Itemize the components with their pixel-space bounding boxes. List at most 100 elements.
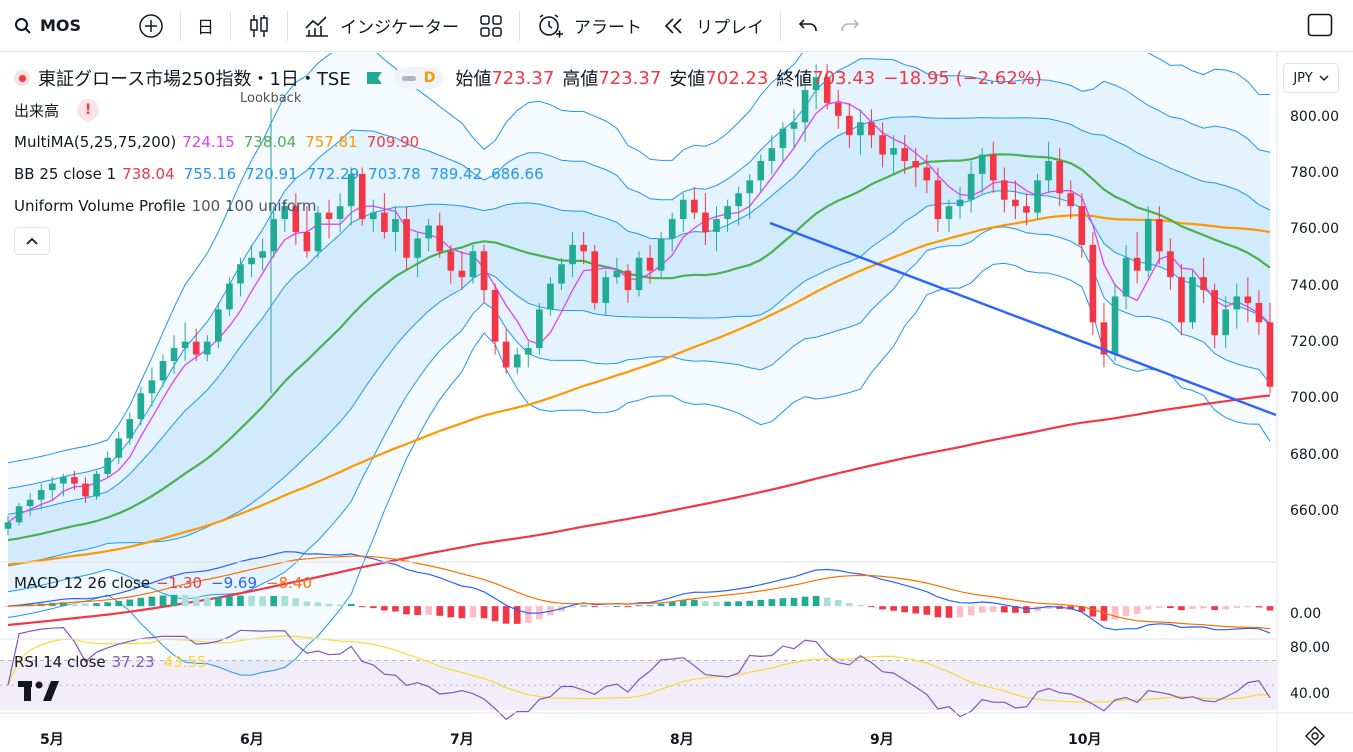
macd-histogram-bar xyxy=(779,598,787,607)
candle-body xyxy=(834,102,842,116)
candle-body xyxy=(790,122,798,129)
bb-name[interactable]: BB 25 close 1 xyxy=(14,165,117,183)
interval-button[interactable]: 日 xyxy=(187,7,224,45)
macd-name[interactable]: MACD 12 26 close xyxy=(14,574,151,592)
bb-basis-value: 738.04 xyxy=(122,165,175,183)
collapse-legend-button[interactable] xyxy=(14,227,50,255)
candle-body xyxy=(48,483,56,491)
macd-histogram-bar xyxy=(381,606,388,611)
undo-button[interactable] xyxy=(787,7,829,45)
data-delay-pill[interactable]: D xyxy=(393,67,444,89)
bb-lower-2 xyxy=(7,226,1271,600)
macd-histogram-bar xyxy=(1155,606,1163,608)
candle-body xyxy=(978,154,986,174)
macd-histogram-bar xyxy=(71,602,78,607)
candle-body xyxy=(569,244,576,265)
replay-button[interactable]: リプレイ xyxy=(652,7,774,45)
candle-body xyxy=(901,148,909,161)
indicators-button[interactable]: インジケーター xyxy=(294,7,469,45)
grid-icon xyxy=(480,14,502,37)
warning-icon[interactable]: ! xyxy=(77,99,100,121)
candle-body xyxy=(934,180,942,220)
rewind-icon xyxy=(664,17,682,34)
macd-histogram-bar xyxy=(369,606,377,609)
macd-histogram-bar xyxy=(657,603,665,607)
alert-button[interactable]: アラート xyxy=(526,7,652,45)
macd-histogram-bar xyxy=(414,606,421,616)
chart-area[interactable]: 東証グロース市場250指数・1日・TSE D 始値 723.37 高値 723.37… xyxy=(0,53,1353,752)
change-value: −18.95 (−2.62%) xyxy=(883,67,1042,89)
ma75-value: 757.81 xyxy=(305,133,358,151)
macd-histogram-bar xyxy=(580,605,587,607)
macd-histogram-bar xyxy=(1045,606,1052,609)
rsi-ma-value: 43.55 xyxy=(163,653,207,671)
candle-body xyxy=(358,173,366,220)
low-value: 702.23 xyxy=(705,67,769,89)
candle-body xyxy=(403,219,410,258)
candle-body xyxy=(336,206,344,220)
time-tick: 10月 xyxy=(1068,732,1102,748)
bb-lower-3 xyxy=(7,262,1271,676)
uvp-name[interactable]: Uniform Volume Profile xyxy=(14,197,186,215)
macd-histogram-bar xyxy=(901,606,909,613)
chart-type-button[interactable] xyxy=(237,7,281,45)
macd-histogram-bar xyxy=(746,600,754,607)
candle-body xyxy=(303,231,311,252)
time-tick: 6月 xyxy=(240,732,264,748)
macd-histogram-bar xyxy=(702,601,709,607)
scale-settings-button[interactable] xyxy=(1305,726,1325,750)
macd-histogram-bar xyxy=(846,603,853,607)
chart-canvas[interactable] xyxy=(0,53,1353,752)
symbol-title[interactable]: 東証グロース市場250指数・1日・TSE xyxy=(38,69,351,90)
macd-signal-line xyxy=(7,555,1271,630)
macd-histogram-bar xyxy=(1178,606,1185,611)
macd-histogram-bar xyxy=(115,601,123,607)
fullscreen-button[interactable] xyxy=(1307,13,1333,41)
compare-button[interactable] xyxy=(128,7,174,45)
bb-band-3 xyxy=(8,53,1270,676)
candle-body xyxy=(281,206,289,220)
macd-histogram-bar xyxy=(458,606,466,619)
macd-histogram-bar xyxy=(447,606,455,618)
volume-label[interactable]: 出来高 xyxy=(14,101,60,120)
candle-body xyxy=(259,251,266,258)
rsi-line xyxy=(7,626,1271,721)
currency-selector[interactable]: JPY xyxy=(1283,63,1339,93)
candle-body xyxy=(1078,206,1086,245)
candle-body xyxy=(414,238,421,258)
candle-body xyxy=(668,219,676,239)
time-tick: 7月 xyxy=(450,732,474,748)
multima-name[interactable]: MultiMA(5,25,75,200) xyxy=(14,133,177,151)
close-value: 703.43 xyxy=(812,67,876,89)
divider xyxy=(287,10,288,41)
currency-label: JPY xyxy=(1293,70,1313,86)
macd-histogram-bar xyxy=(691,599,698,607)
macd-histogram-bar xyxy=(923,606,931,615)
candle-body xyxy=(203,341,211,355)
tradingview-logo[interactable] xyxy=(18,679,60,707)
candle-body xyxy=(469,251,477,278)
macd-tick: 0.00 xyxy=(1290,606,1322,622)
symbol-search[interactable]: MOS xyxy=(0,7,128,45)
candle-body xyxy=(989,154,997,181)
bb-value-1: 755.16 xyxy=(183,165,237,183)
candle-body xyxy=(624,270,632,291)
lookback-label: Lookback xyxy=(240,91,302,106)
macd-histogram-bar xyxy=(1222,606,1230,610)
candle-body xyxy=(724,206,731,220)
candle-body xyxy=(558,264,565,284)
macd-histogram-bar xyxy=(403,606,410,615)
rsi-name[interactable]: RSI 14 close xyxy=(14,653,106,671)
candle-body xyxy=(945,206,953,220)
layouts-button[interactable] xyxy=(469,7,513,45)
flag-icon[interactable] xyxy=(366,72,382,84)
candle-body xyxy=(292,206,300,232)
macd-histogram-bar xyxy=(491,606,499,622)
macd-histogram-bar xyxy=(1200,606,1207,609)
candles-icon xyxy=(250,14,268,37)
redo-button[interactable] xyxy=(829,7,871,45)
high-value: 723.37 xyxy=(598,67,662,89)
candle-body xyxy=(746,180,754,194)
divider xyxy=(230,10,231,41)
candle-body xyxy=(1266,322,1274,387)
